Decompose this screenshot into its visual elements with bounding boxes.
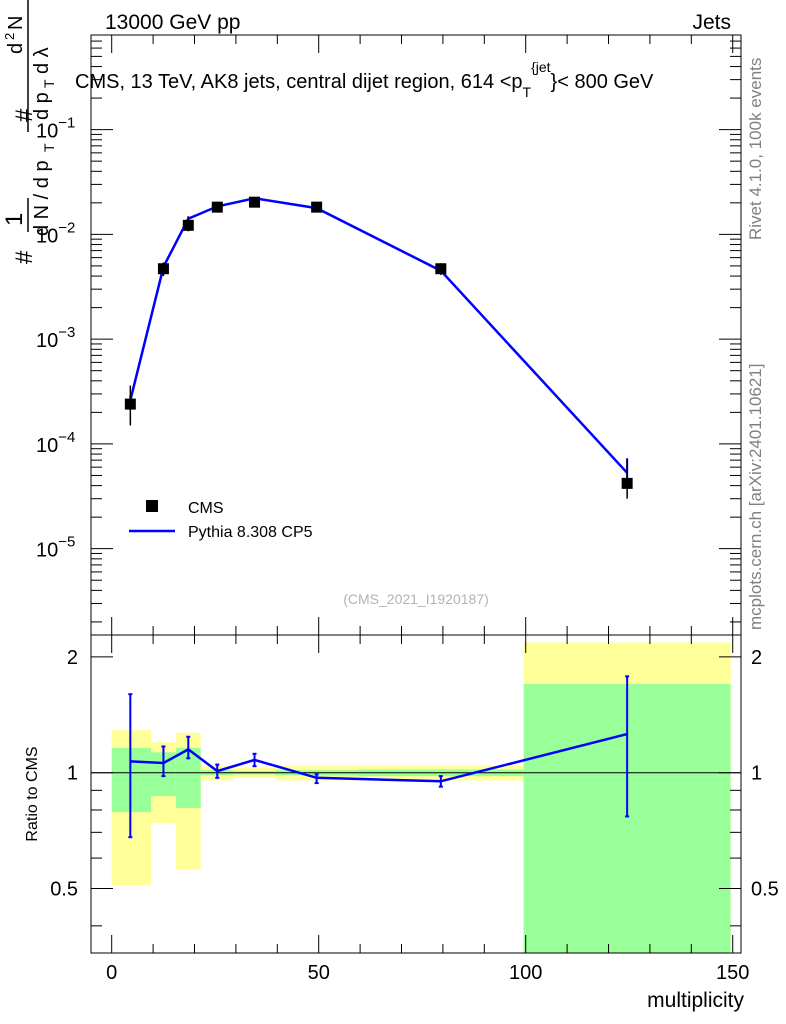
svg-text:#: # — [11, 250, 38, 264]
ratio-frame — [90, 634, 742, 954]
main-axis-ticks: 10−1 10−2 10−3 10−4 10−5 — [36, 34, 741, 635]
ratio-band-inner — [111, 747, 152, 813]
svg-text:T: T — [41, 143, 57, 152]
svg-text:d: d — [5, 43, 27, 54]
cms-data-point — [182, 219, 194, 231]
x-tick-label: 150 — [716, 962, 749, 984]
x-tick-label: 0 — [106, 962, 117, 984]
mcplots-label: mcplots.cern.ch [arXiv:2401.10621] — [746, 364, 765, 630]
svg-text:d λ: d λ — [31, 47, 53, 74]
legend-cms-label: CMS — [188, 500, 224, 517]
y-tick-label: 10−2 — [36, 219, 75, 247]
ratio-y-tick-label-left: 2 — [67, 647, 78, 669]
cms-data-point — [621, 477, 633, 489]
main-plot-area — [124, 196, 633, 499]
ratio-y-label: Ratio to CMS — [24, 746, 41, 841]
ratio-y-tick-label-left: 0.5 — [50, 879, 78, 901]
pythia-series-line — [129, 197, 629, 474]
rivet-version-label: Rivet 4.1.0, 100k events — [746, 58, 765, 240]
ratio-plot-area — [128, 675, 630, 839]
legend: CMS Pythia 8.308 CP5 — [129, 500, 313, 541]
main-title: CMS, 13 TeV, AK8 jets, central dijet reg… — [75, 59, 654, 100]
svg-text:2: 2 — [2, 33, 17, 40]
y-tick-label: 10−5 — [36, 534, 75, 562]
svg-text:1: 1 — [1, 213, 28, 226]
ratio-series-line — [130, 732, 628, 783]
header-left: 13000 GeV pp — [105, 11, 240, 34]
cms-data-point — [211, 201, 223, 213]
header-right: Jets — [692, 11, 731, 34]
svg-text:T: T — [41, 79, 57, 88]
ratio-y-tick-label-right: 0.5 — [751, 879, 779, 901]
y-tick-label: 10−1 — [36, 115, 75, 143]
x-tick-label: 100 — [509, 962, 542, 984]
cms-data-point — [311, 201, 323, 213]
main-y-label: # 1 d N / d p T # d 2 N d p T d λ — [1, 0, 57, 264]
cms-data-point — [249, 196, 261, 208]
ratio-y-tick-label-right: 1 — [751, 763, 762, 785]
svg-text:d p: d p — [31, 92, 53, 120]
cms-data-point — [124, 398, 136, 410]
legend-pythia-label: Pythia 8.308 CP5 — [188, 524, 313, 541]
svg-text:d N / d p: d N / d p — [31, 160, 53, 236]
cms-data-point — [157, 263, 169, 275]
svg-text:#: # — [11, 108, 38, 122]
ratio-uncertainty-bands — [111, 642, 731, 953]
y-tick-label: 10−4 — [36, 429, 75, 457]
legend-cms-marker — [146, 500, 158, 512]
ratio-axis-ticks: 0.5 0.5 1 1 2 2 0 50 100 150 — [50, 635, 779, 984]
svg-text:N: N — [5, 16, 27, 30]
ratio-y-tick-label-left: 1 — [67, 763, 78, 785]
analysis-watermark: (CMS_2021_I1920187) — [343, 591, 489, 607]
x-tick-label: 50 — [308, 962, 330, 984]
main-frame — [90, 34, 742, 636]
y-tick-label: 10−3 — [36, 324, 75, 352]
ratio-y-tick-label-right: 2 — [751, 647, 762, 669]
cms-data-point — [435, 263, 447, 275]
x-axis-label: multiplicity — [647, 989, 744, 1012]
